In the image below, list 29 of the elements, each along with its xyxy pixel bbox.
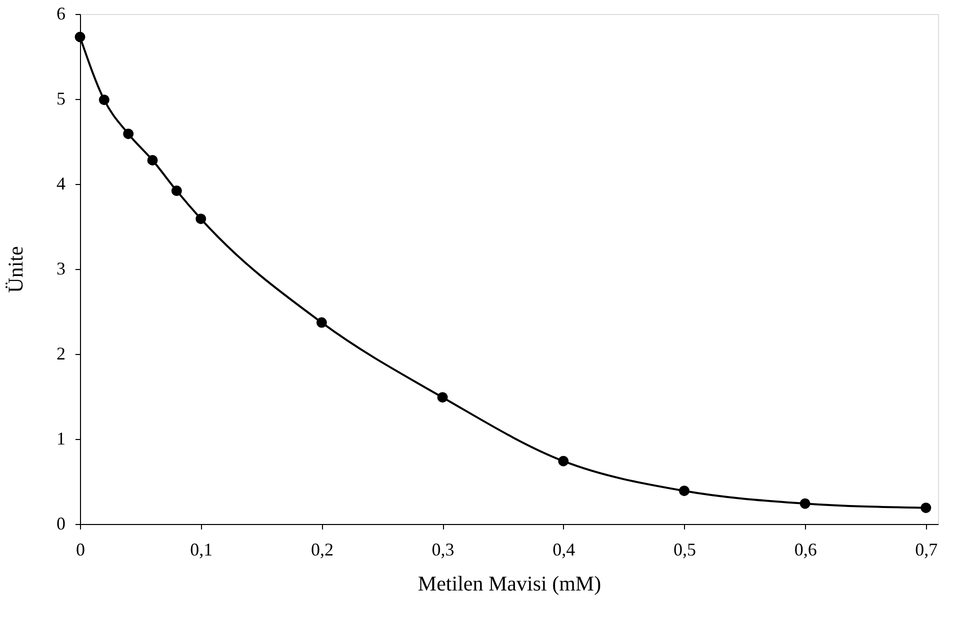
x-axis-title: Metilen Mavisi (mM) (418, 572, 602, 596)
point (800, 498, 810, 509)
x-tick-label: 0,6 (794, 540, 817, 560)
point (678, 486, 690, 496)
y-tick-label: 6 (56, 4, 66, 24)
x-tick-label: 0,4 (552, 540, 576, 560)
x-tick-label: 0,7 (915, 540, 938, 560)
x-tick-label: 0,5 (673, 540, 696, 560)
y-tick-label: 4 (56, 174, 66, 194)
point (558, 456, 569, 466)
y-tick-label: 5 (56, 88, 66, 108)
point (437, 392, 448, 403)
x-tick-label: 0 (76, 540, 85, 560)
point (316, 317, 327, 328)
x-tick-label: 0,1 (190, 540, 213, 560)
y-tick-label: 1 (56, 428, 66, 448)
x-tick-label: 0,2 (310, 540, 334, 560)
y-tick-label: 3 (56, 258, 66, 278)
y-axis-title: Ünite (4, 246, 28, 293)
y-tick-label: 2 (56, 344, 66, 364)
point (123, 128, 134, 140)
point (98, 94, 110, 106)
point (147, 154, 158, 166)
point (74, 32, 86, 42)
point (920, 502, 932, 514)
y-tick-label: 0 (56, 514, 66, 534)
point (196, 214, 206, 224)
x-tick-label: 0,3 (432, 540, 454, 560)
point (171, 186, 182, 196)
